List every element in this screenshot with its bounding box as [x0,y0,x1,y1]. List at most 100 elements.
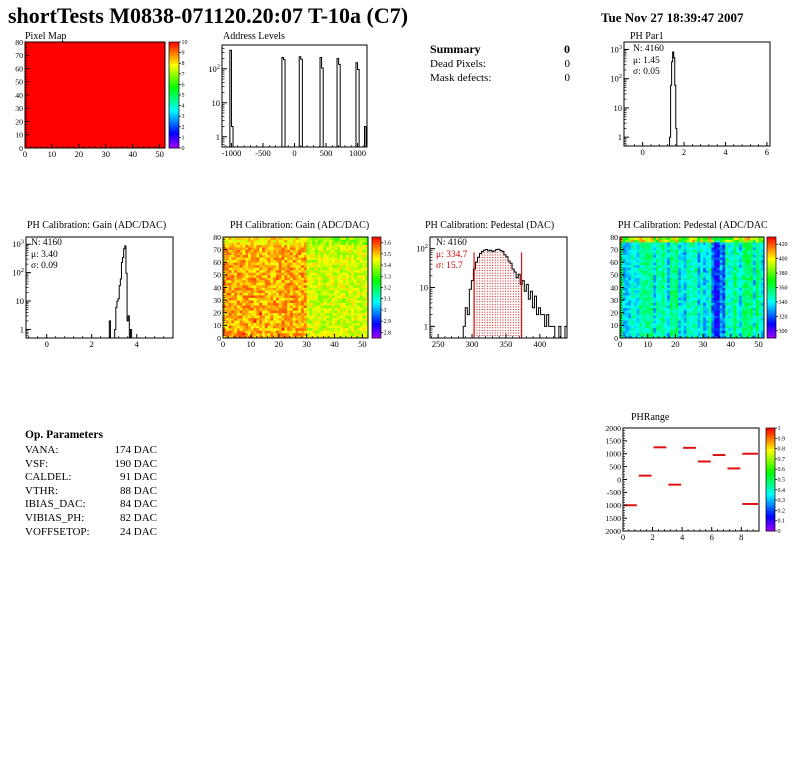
svg-text:4: 4 [182,104,185,110]
svg-text:-1000: -1000 [222,148,242,158]
svg-text:50: 50 [610,271,618,280]
svg-text:40: 40 [128,149,137,159]
svg-text:1000: 1000 [349,148,366,158]
svg-text:102: 102 [416,243,428,254]
op-param-value: 174 DAC [114,444,157,456]
svg-text:60: 60 [213,258,221,267]
svg-text:70: 70 [610,245,618,254]
summary-total: 0 [564,42,570,56]
svg-text:6: 6 [182,82,185,88]
svg-text:10: 10 [212,98,221,108]
svg-text:50: 50 [155,149,164,159]
svg-text:4: 4 [723,147,728,157]
svg-text:10: 10 [643,339,652,349]
svg-text:0: 0 [45,339,49,349]
op-param-label: IBIAS_DAC: [25,498,86,511]
gain-hist-chart: 0 2 4 1 10 102 103 [12,236,174,349]
svg-text:1500: 1500 [605,514,621,523]
svg-text:10: 10 [247,339,256,349]
svg-text:350: 350 [500,339,513,349]
svg-text:80: 80 [15,38,23,47]
chart-title-pedestal-hist: PH Calibration: Pedestal (DAC) [425,220,555,231]
svg-text:1000: 1000 [605,501,621,510]
chart-title-pedestal-map: PH Calibration: Pedestal (ADC/DAC [618,220,768,231]
svg-text:6: 6 [710,532,714,542]
svg-text:30: 30 [610,296,618,305]
summary-row-value: 0 [564,58,571,70]
svg-text:400: 400 [779,257,788,263]
svg-text:102: 102 [208,63,220,74]
svg-text:0: 0 [182,146,185,152]
op-param-label: VSF: [25,457,49,470]
svg-text:1: 1 [216,132,220,142]
svg-text:0: 0 [23,149,27,159]
summary-row-label: Dead Pixels: [430,58,486,70]
svg-text:3.4: 3.4 [384,263,392,269]
heatmap-cells [223,237,369,339]
op-param-label: CALDEL: [25,471,72,484]
colorbar: 3.6 3.5 3.4 3.3 3.2 3.1 3 2.9 2.8 [371,236,392,339]
op-param-label: VOFFSETOP: [25,525,90,538]
op-param-value: 84 DAC [120,498,157,511]
svg-text:103: 103 [12,239,24,250]
svg-text:50: 50 [754,339,763,349]
svg-text:40: 40 [15,91,23,100]
svg-text:3.5: 3.5 [384,252,392,258]
svg-text:0: 0 [292,148,296,158]
chart-title-gain-hist: PH Calibration: Gain (ADC/DAC) [27,220,167,231]
svg-text:300: 300 [779,329,788,335]
svg-text:40: 40 [330,339,339,349]
svg-text:3.1: 3.1 [384,297,392,303]
svg-text:10: 10 [213,321,221,330]
svg-text:60: 60 [15,64,23,73]
svg-text:0: 0 [621,532,625,542]
colorbar: 420 400 380 360 340 320 300 [766,236,788,339]
svg-text:6: 6 [765,147,769,157]
svg-text:4: 4 [135,339,140,349]
histogram-curve [108,245,133,339]
colorbar: 10.90.80.70.60.50.40.30.20.10 [765,426,785,535]
op-param-value: 88 DAC [120,484,157,497]
svg-text:20: 20 [610,309,618,318]
summary-block: Summary 0 Dead Pixels: 0 Mask defects: 0 [430,42,570,85]
svg-text:2000: 2000 [605,424,621,433]
stat-mean: μ: 1.45 [633,55,660,66]
svg-text:-500: -500 [607,488,621,497]
heatmap-cells [620,237,765,339]
svg-text:500: 500 [609,462,621,471]
stat-mean: μ: 334.7 [436,249,468,260]
svg-text:360: 360 [779,286,788,292]
histogram-curve [669,51,678,146]
svg-text:7: 7 [182,72,185,78]
svg-text:40: 40 [727,339,736,349]
heatmap-body [25,42,165,148]
summary-row-label: Mask defects: [430,72,492,84]
svg-text:20: 20 [275,339,284,349]
svg-text:380: 380 [779,271,788,277]
svg-text:1: 1 [424,321,428,331]
svg-text:3.6: 3.6 [384,241,392,247]
ph-range-chart: 0 2 4 6 8 2000 1500 1000 500 0 -500 1000 1500 2000 10.… [605,424,785,542]
svg-text:300: 300 [466,339,479,349]
svg-text:40: 40 [213,283,221,292]
pedestal-hist-chart: 250 300 350 400 1 10 102 [416,236,568,349]
timestamp: Tue Nov 27 18:39:47 2007 [601,10,744,25]
svg-text:4: 4 [680,532,685,542]
svg-text:0: 0 [19,144,23,153]
svg-text:102: 102 [610,73,622,84]
svg-text:2: 2 [182,125,185,131]
svg-text:0: 0 [221,339,225,349]
summary-row-value: 0 [564,72,571,84]
op-param-value: 82 DAC [120,511,157,524]
svg-text:2: 2 [650,532,654,542]
svg-text:20: 20 [671,339,680,349]
svg-text:-500: -500 [255,148,271,158]
svg-text:3.3: 3.3 [384,274,392,280]
svg-text:2: 2 [90,339,94,349]
svg-text:30: 30 [15,104,23,113]
op-param-value: 24 DAC [120,525,157,538]
svg-text:2.9: 2.9 [384,319,392,325]
svg-text:10: 10 [16,296,25,306]
chart-title-ph-range: PHRange [631,412,670,423]
